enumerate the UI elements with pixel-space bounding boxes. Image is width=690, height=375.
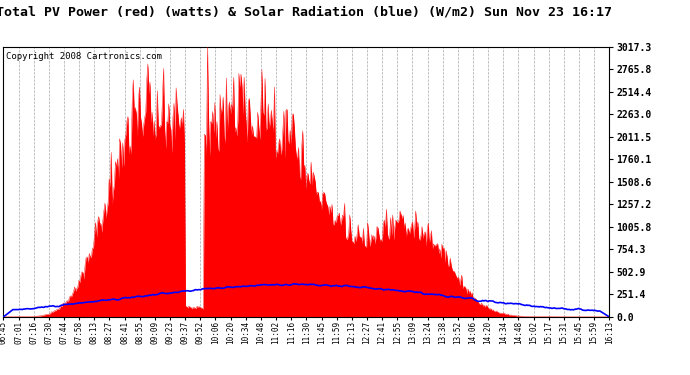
Text: Total PV Power (red) (watts) & Solar Radiation (blue) (W/m2) Sun Nov 23 16:17: Total PV Power (red) (watts) & Solar Rad…	[0, 6, 611, 19]
Text: Copyright 2008 Cartronics.com: Copyright 2008 Cartronics.com	[6, 52, 162, 61]
